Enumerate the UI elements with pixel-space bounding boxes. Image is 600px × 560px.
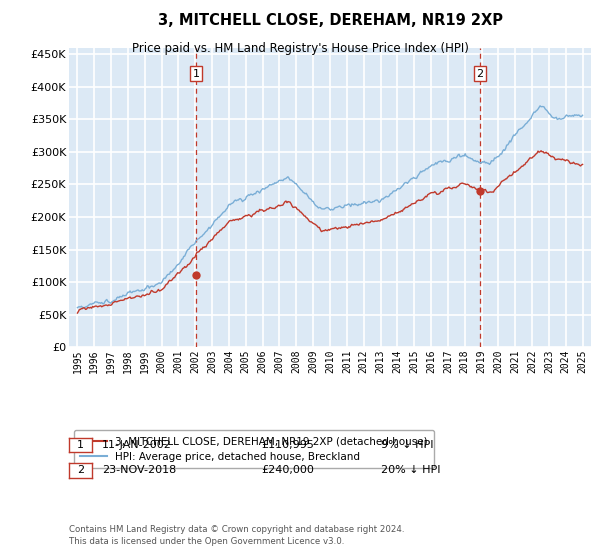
Legend: 3, MITCHELL CLOSE, DEREHAM, NR19 2XP (detached house), HPI: Average price, detac: 3, MITCHELL CLOSE, DEREHAM, NR19 2XP (de… — [74, 430, 434, 468]
Text: Contains HM Land Registry data © Crown copyright and database right 2024.
This d: Contains HM Land Registry data © Crown c… — [69, 525, 404, 546]
Text: 2: 2 — [476, 69, 484, 78]
Text: £240,000: £240,000 — [261, 465, 314, 475]
Text: 1: 1 — [77, 440, 84, 450]
Text: Price paid vs. HM Land Registry's House Price Index (HPI): Price paid vs. HM Land Registry's House … — [131, 42, 469, 55]
Text: 20% ↓ HPI: 20% ↓ HPI — [381, 465, 440, 475]
Text: 23-NOV-2018: 23-NOV-2018 — [102, 465, 176, 475]
Text: 11-JAN-2002: 11-JAN-2002 — [102, 440, 172, 450]
Text: 1: 1 — [193, 69, 199, 78]
Text: 9% ↓ HPI: 9% ↓ HPI — [381, 440, 433, 450]
Text: £110,995: £110,995 — [261, 440, 314, 450]
Text: 2: 2 — [77, 465, 84, 475]
Title: 3, MITCHELL CLOSE, DEREHAM, NR19 2XP: 3, MITCHELL CLOSE, DEREHAM, NR19 2XP — [157, 13, 503, 29]
